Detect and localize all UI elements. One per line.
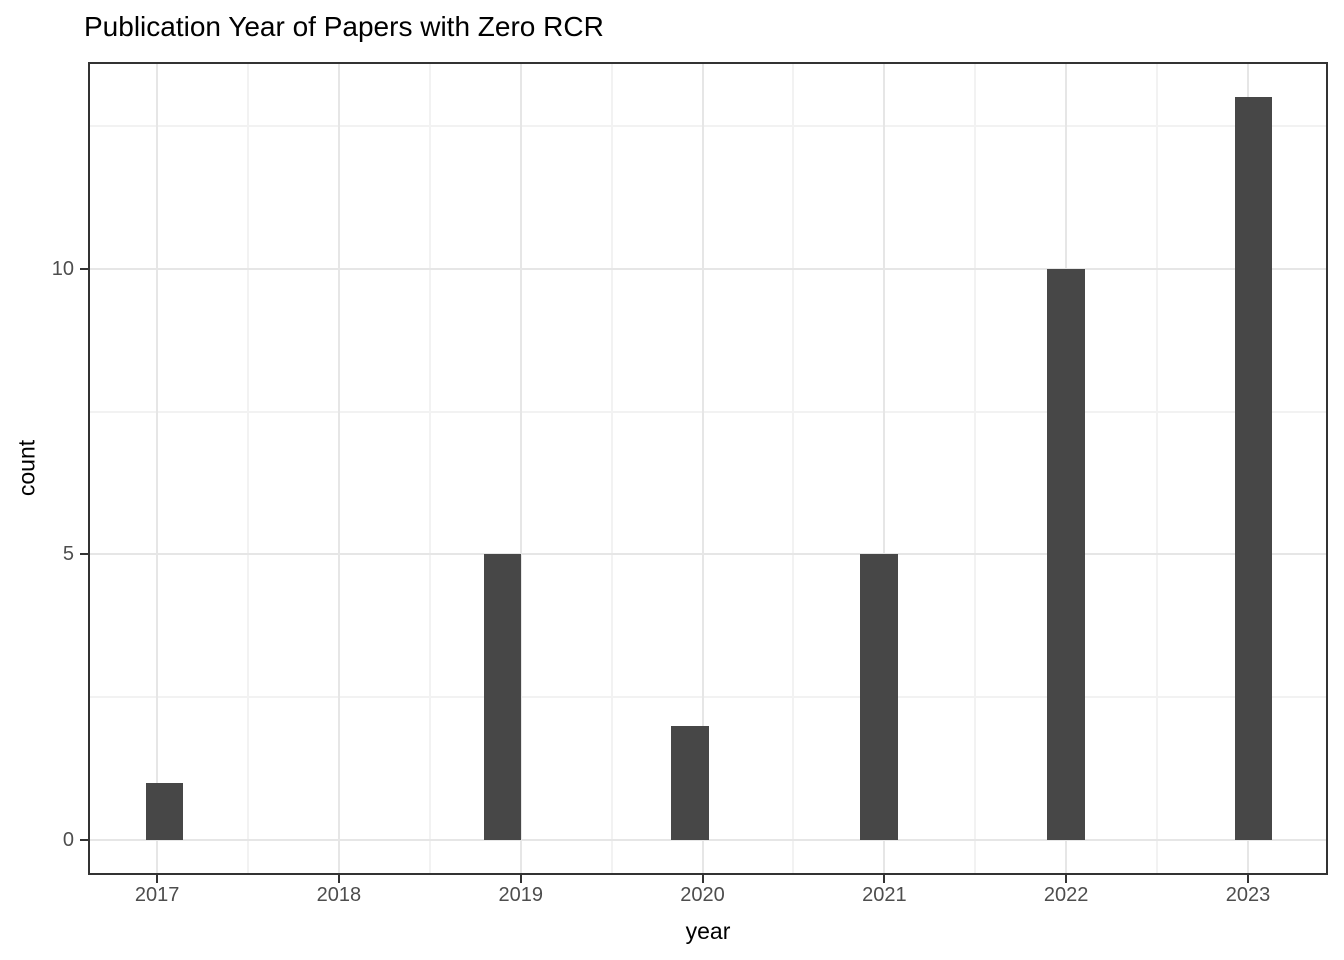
- y-tick-mark: [80, 267, 88, 270]
- bar-2020: [671, 725, 709, 841]
- x-tick-label: 2020: [680, 884, 725, 906]
- x-tick-label: 2022: [1043, 884, 1089, 906]
- y-tick-label: 0: [62, 829, 74, 852]
- gridline-x-minor: [610, 62, 613, 875]
- x-tick-mark: [883, 875, 886, 883]
- y-tick-label: 5: [62, 543, 74, 566]
- gridline-x-major: [883, 62, 886, 875]
- x-tick-mark: [519, 875, 522, 883]
- gridline-x-minor: [974, 62, 977, 875]
- x-tick-mark: [1247, 875, 1249, 883]
- x-tick-mark: [701, 875, 704, 883]
- gridline-y-minor: [88, 410, 1328, 413]
- gridline-y-major: [88, 839, 1328, 842]
- bar-2022: [1047, 268, 1085, 841]
- gridline-x-minor: [428, 62, 431, 875]
- x-axis-label: year: [685, 918, 731, 944]
- gridline-y-major: [88, 267, 1328, 270]
- x-tick-label: 2018: [316, 884, 362, 906]
- gridline-y-minor: [88, 696, 1328, 699]
- gridline-x-major: [519, 62, 522, 875]
- x-tick-label: 2021: [862, 884, 907, 906]
- bar-2023: [1234, 97, 1273, 841]
- chart-title: Publication Year of Papers with Zero RCR: [84, 11, 604, 42]
- x-tick-mark: [1065, 875, 1068, 883]
- gridline-y-major: [88, 553, 1328, 556]
- bar-2021: [860, 554, 898, 841]
- y-tick-label: 10: [51, 257, 74, 280]
- x-tick-mark: [337, 875, 340, 883]
- bar-2017: [145, 783, 184, 841]
- y-tick-mark: [80, 553, 88, 556]
- gridline-x-major: [701, 62, 704, 875]
- y-tick-mark: [80, 839, 88, 842]
- gridline-x-minor: [247, 62, 249, 875]
- gridline-x-minor: [1156, 62, 1159, 875]
- x-tick-mark: [156, 875, 159, 883]
- gridline-x-major: [156, 62, 159, 875]
- bar-2019: [483, 554, 522, 841]
- x-tick-label: 2023: [1225, 884, 1271, 906]
- gridline-x-minor: [792, 62, 795, 875]
- gridline-y-minor: [88, 124, 1328, 127]
- plot-panel: [88, 62, 1328, 875]
- x-tick-label: 2017: [134, 884, 180, 906]
- gridline-x-major: [337, 62, 340, 875]
- x-tick-label: 2019: [498, 884, 543, 906]
- y-axis-label: count: [13, 439, 40, 497]
